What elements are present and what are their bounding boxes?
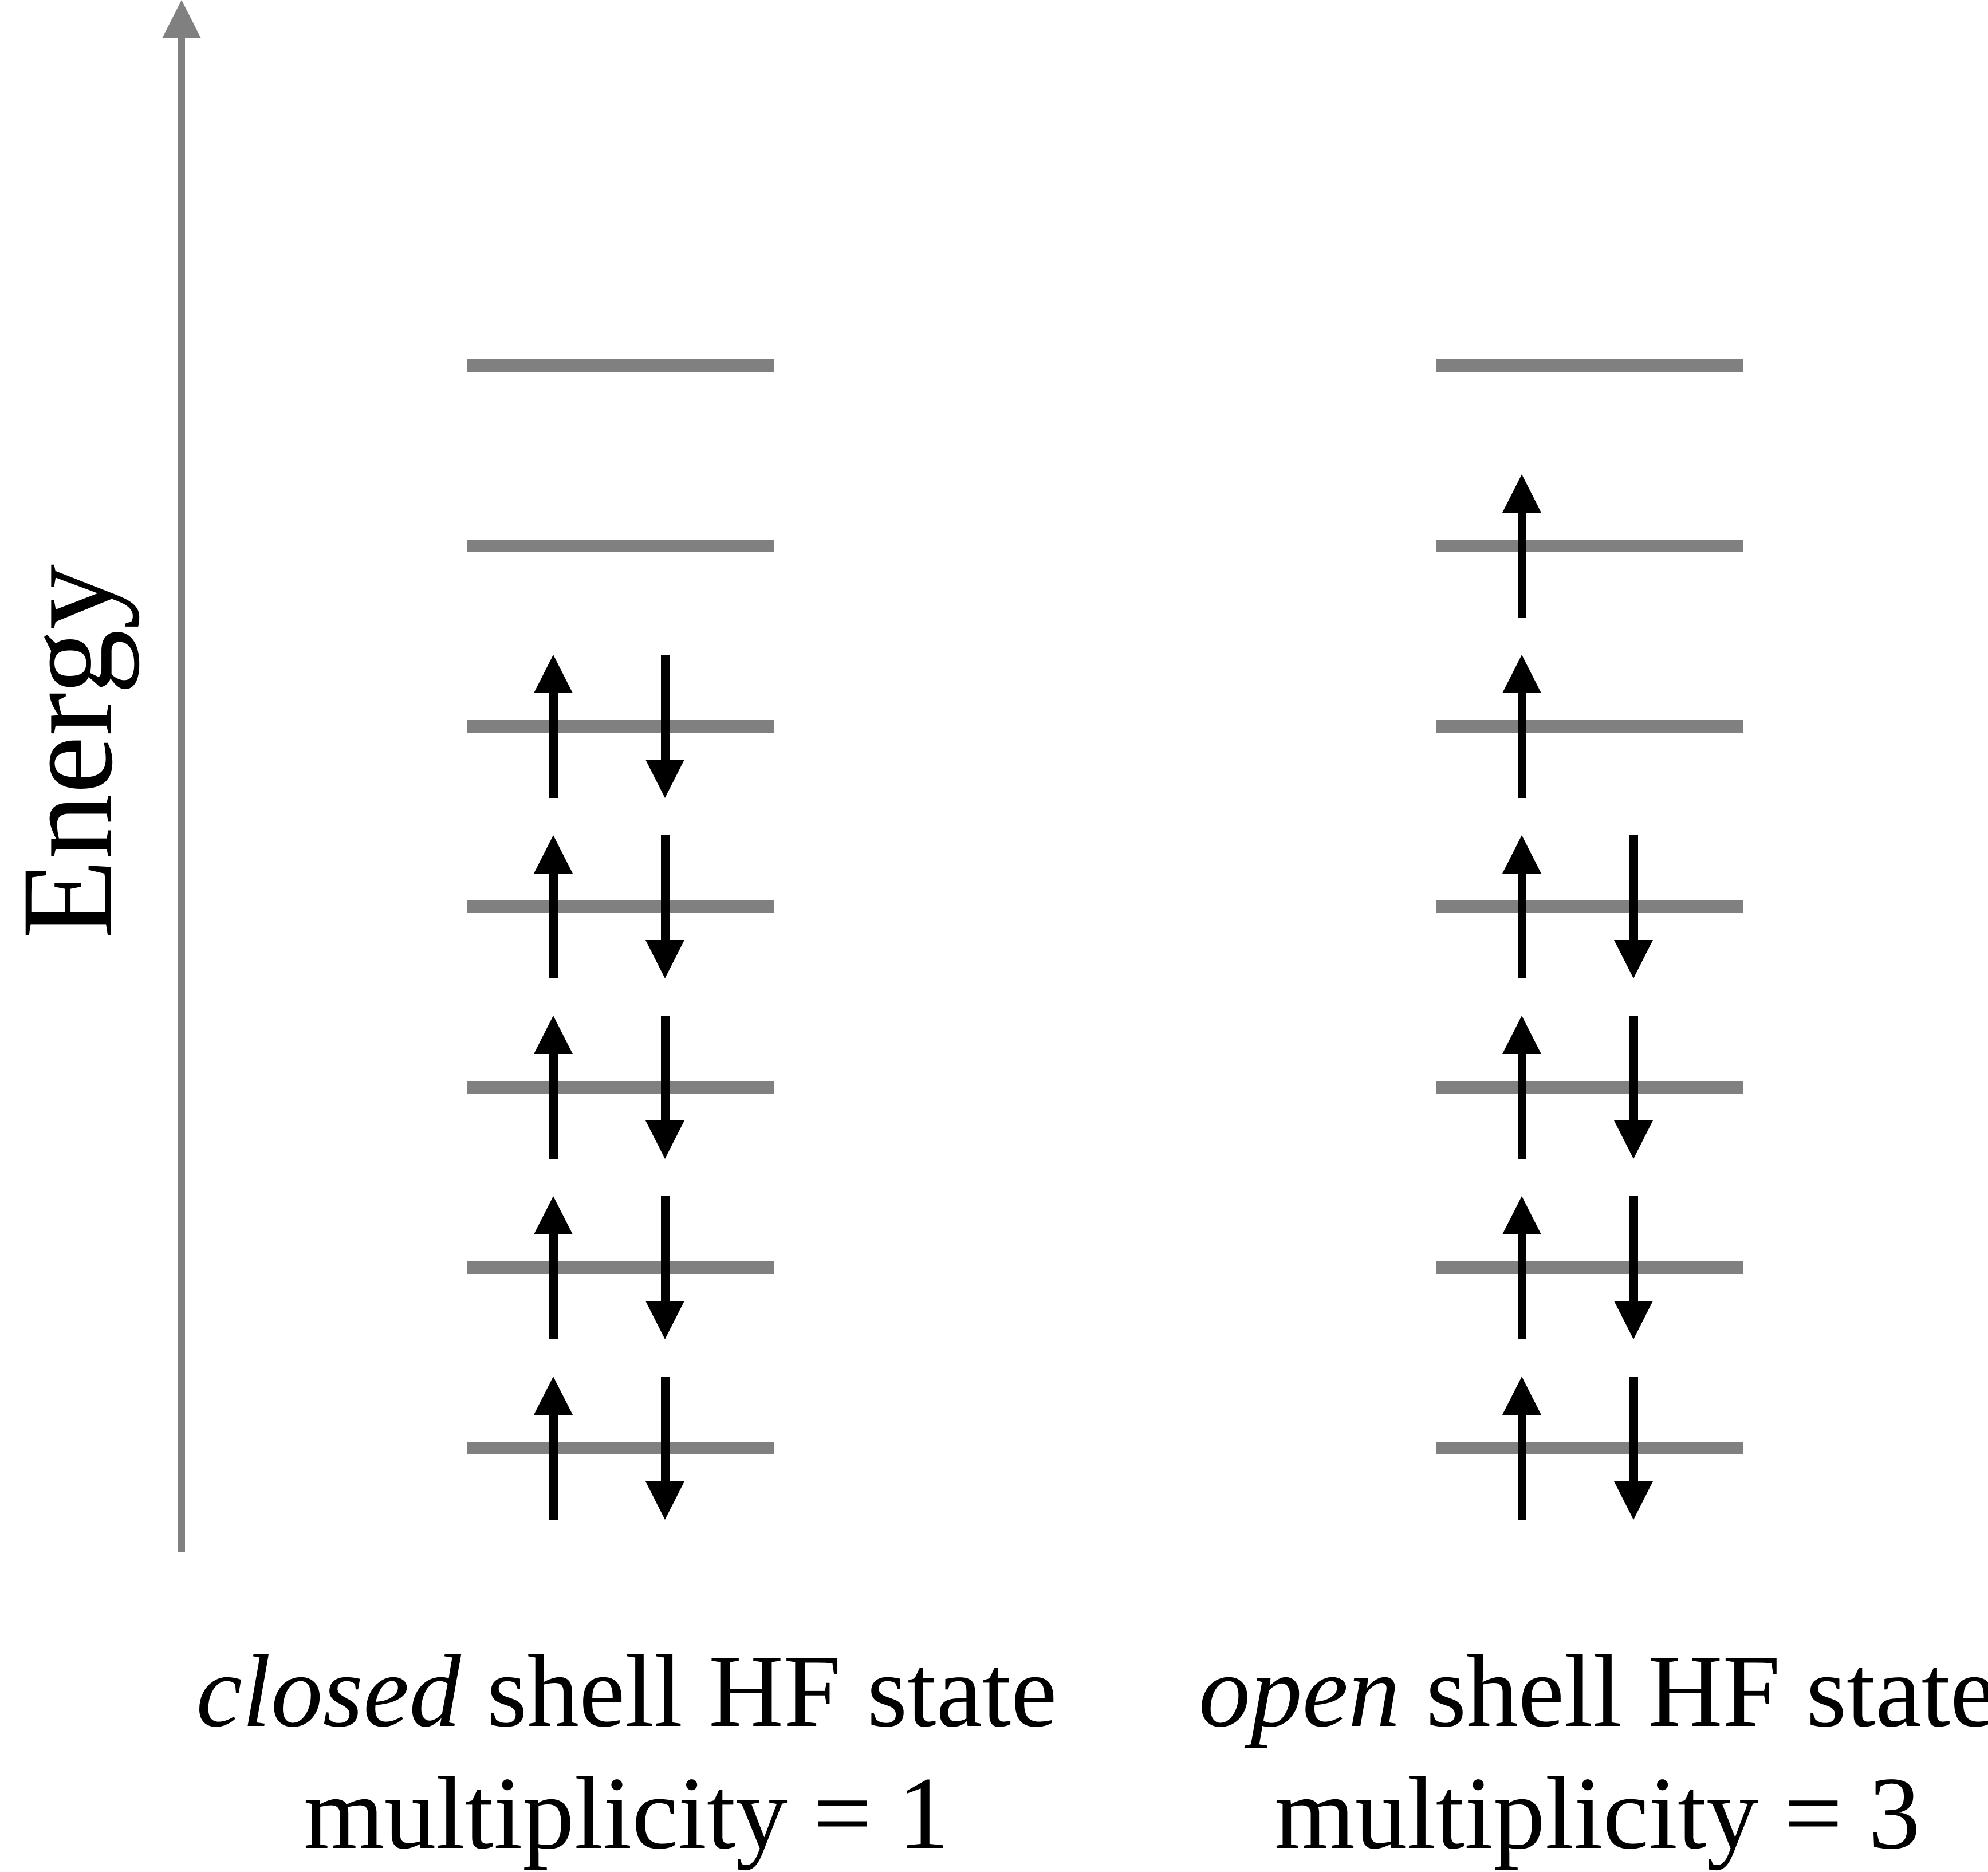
arrowhead: [645, 940, 684, 978]
arrow-shaft: [1629, 835, 1638, 940]
arrow-shaft: [1517, 1415, 1526, 1520]
energy-level: [467, 1261, 774, 1274]
arrow-shaft: [660, 1016, 670, 1120]
energy-level: [467, 540, 774, 552]
energy-level: [467, 1081, 774, 1094]
energy-level: [1436, 900, 1743, 913]
energy-level: [1436, 1261, 1743, 1274]
spin-down-arrow: [1614, 1377, 1653, 1520]
spin-down-arrow: [1614, 835, 1653, 978]
arrow-shaft: [1629, 1196, 1638, 1301]
spin-up-arrow: [1502, 1377, 1541, 1520]
arrow-shaft: [549, 693, 558, 798]
arrowhead: [1614, 1301, 1653, 1339]
arrow-shaft: [549, 1234, 558, 1339]
axis-line: [178, 34, 185, 1552]
arrow-shaft: [660, 655, 670, 760]
arrow-shaft: [549, 874, 558, 978]
energy-level: [1436, 1081, 1743, 1094]
spin-up-arrow: [1502, 474, 1541, 618]
arrowhead: [534, 1016, 573, 1054]
arrow-shaft: [660, 835, 670, 940]
energy-level: [467, 1442, 774, 1454]
arrow-shaft: [1517, 1234, 1526, 1339]
closed-shell-caption-line1: closed shell HF state: [140, 1631, 1113, 1753]
spin-down-arrow: [645, 655, 684, 798]
spin-up-arrow: [534, 1016, 573, 1159]
spin-down-arrow: [1614, 1016, 1653, 1159]
energy-level: [467, 720, 774, 733]
closed-shell-caption-line1-rest: shell HF state: [460, 1634, 1057, 1749]
arrowhead: [1502, 1377, 1541, 1415]
arrow-shaft: [549, 1415, 558, 1520]
arrowhead: [645, 1481, 684, 1520]
arrowhead: [1502, 1016, 1541, 1054]
closed-shell-caption-italic-word: closed: [196, 1634, 461, 1749]
arrow-shaft: [1517, 693, 1526, 798]
arrowhead: [1502, 474, 1541, 513]
arrow-shaft: [660, 1377, 670, 1481]
arrow-shaft: [1517, 513, 1526, 618]
open-shell-caption-line1: open shell HF state: [1111, 1631, 1988, 1753]
arrowhead: [534, 1196, 573, 1234]
arrow-shaft: [1517, 1054, 1526, 1159]
arrow-shaft: [1629, 1377, 1638, 1481]
arrow-shaft: [660, 1196, 670, 1301]
closed-shell-caption: closed shell HF state multiplicity = 1: [140, 1631, 1113, 1872]
arrowhead: [534, 655, 573, 693]
energy-axis-label: Energy: [0, 564, 140, 939]
arrowhead: [1614, 1120, 1653, 1159]
spin-down-arrow: [645, 835, 684, 978]
arrowhead: [1502, 655, 1541, 693]
spin-down-arrow: [645, 1016, 684, 1159]
spin-down-arrow: [645, 1377, 684, 1520]
open-shell-caption-italic-word: open: [1198, 1634, 1400, 1749]
energy-level: [1436, 359, 1743, 372]
arrowhead: [645, 760, 684, 798]
open-shell-caption: open shell HF state multiplicity = 3: [1111, 1631, 1988, 1872]
closed-shell-caption-line2: multiplicity = 1: [304, 1756, 950, 1871]
arrowhead: [1502, 835, 1541, 874]
energy-level: [1436, 540, 1743, 552]
arrowhead: [1614, 940, 1653, 978]
energy-level: [467, 900, 774, 913]
spin-up-arrow: [534, 1196, 573, 1339]
energy-level: [1436, 1442, 1743, 1454]
spin-down-arrow: [645, 1196, 684, 1339]
spin-up-arrow: [534, 835, 573, 978]
spin-up-arrow: [1502, 1196, 1541, 1339]
open-shell-caption-line1-rest: shell HF state: [1400, 1634, 1988, 1749]
spin-up-arrow: [534, 1377, 573, 1520]
energy-level: [467, 359, 774, 372]
axis-arrowhead-icon: [162, 0, 201, 38]
open-shell-caption-line2: multiplicity = 3: [1274, 1756, 1920, 1871]
arrowhead: [1502, 1196, 1541, 1234]
spin-up-arrow: [1502, 655, 1541, 798]
arrowhead: [645, 1301, 684, 1339]
energy-level: [1436, 720, 1743, 733]
arrow-shaft: [549, 1054, 558, 1159]
spin-up-arrow: [1502, 1016, 1541, 1159]
arrowhead: [534, 835, 573, 874]
arrowhead: [645, 1120, 684, 1159]
arrowhead: [534, 1377, 573, 1415]
arrow-shaft: [1629, 1016, 1638, 1120]
arrow-shaft: [1517, 874, 1526, 978]
arrowhead: [1614, 1481, 1653, 1520]
spin-up-arrow: [534, 655, 573, 798]
spin-down-arrow: [1614, 1196, 1653, 1339]
spin-up-arrow: [1502, 835, 1541, 978]
